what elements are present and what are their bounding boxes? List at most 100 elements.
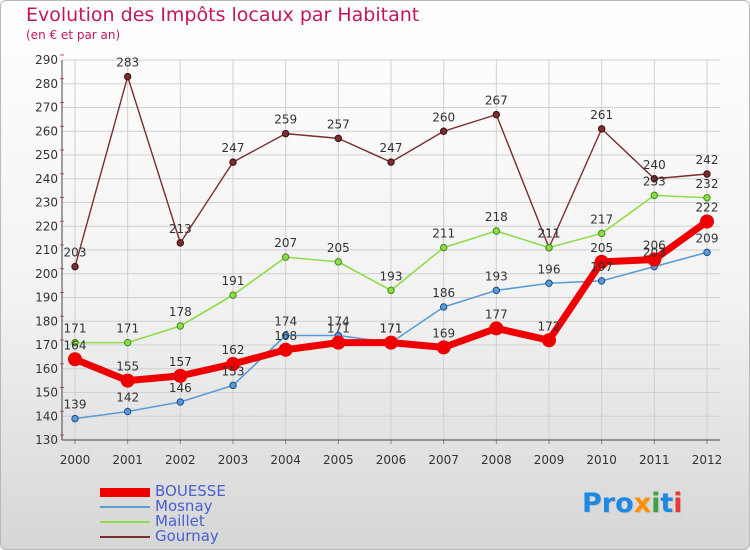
data-point-gournay: [229, 158, 237, 166]
data-label-bouesse: 168: [274, 329, 297, 343]
data-point-mosnay: [545, 279, 553, 287]
data-label-maillet: 217: [590, 212, 613, 226]
data-label-maillet: 178: [169, 305, 192, 319]
legend-item-maillet: Maillet: [100, 512, 320, 530]
legend-swatch: [100, 506, 150, 508]
data-point-gournay: [334, 134, 343, 143]
legend-label: Gournay: [155, 527, 219, 545]
x-tick-label: 2007: [428, 453, 459, 467]
data-label-gournay: 259: [274, 113, 297, 127]
data-point-maillet: [650, 191, 659, 200]
data-label-mosnay: 142: [116, 391, 139, 405]
x-tick-label: 2005: [323, 453, 354, 467]
data-point-maillet: [545, 243, 553, 252]
data-point-gournay: [71, 262, 79, 271]
x-tick-label: 2002: [165, 453, 196, 467]
data-label-gournay: 247: [380, 141, 403, 155]
data-point-mosnay: [439, 303, 448, 311]
data-label-bouesse: 222: [696, 201, 719, 215]
legend-item-gournay: Gournay: [100, 527, 320, 545]
legend: BOUESSE Mosnay Maillet Gournay: [100, 482, 320, 545]
data-point-maillet: [703, 194, 711, 202]
x-tick-label: 2011: [639, 453, 670, 467]
data-point-maillet: [229, 291, 237, 299]
data-point-gournay: [387, 158, 395, 166]
data-label-bouesse: 157: [169, 355, 192, 369]
data-point-gournay: [650, 175, 659, 183]
data-point-mosnay: [492, 286, 501, 295]
series-group: [68, 72, 714, 423]
data-label-mosnay: 139: [64, 398, 87, 412]
data-point-bouesse: [542, 333, 556, 348]
data-label-bouesse: 155: [116, 360, 139, 374]
data-label-gournay: 240: [643, 158, 666, 172]
data-point-bouesse: [594, 254, 609, 269]
data-point-bouesse: [278, 342, 293, 357]
y-tick-label: 200: [35, 267, 58, 281]
legend-item-bouesse: BOUESSE: [100, 482, 320, 500]
y-tick-label: 130: [35, 433, 58, 447]
x-tick-label: 2012: [692, 453, 723, 467]
data-point-maillet: [281, 253, 290, 261]
data-label-gournay: 211: [538, 227, 561, 241]
data-point-maillet: [492, 227, 501, 235]
data-label-bouesse: 172: [538, 319, 561, 333]
y-tick-label: 160: [35, 362, 58, 376]
data-point-mosnay: [703, 248, 711, 257]
y-tick-label: 220: [35, 219, 58, 233]
data-label-maillet: 193: [380, 269, 403, 283]
data-label-bouesse: 162: [222, 343, 245, 357]
y-tick-label: 190: [35, 291, 58, 305]
data-label-gournay: 213: [169, 222, 192, 236]
x-tick-label: 2009: [534, 453, 565, 467]
data-label-mosnay: 186: [432, 286, 455, 300]
data-point-bouesse: [173, 368, 188, 383]
data-label-mosnay: 146: [169, 381, 192, 395]
logo-letter: x: [633, 488, 652, 519]
data-label-gournay: 267: [485, 94, 508, 108]
data-point-gournay: [703, 170, 711, 178]
data-label-maillet: 232: [696, 177, 719, 191]
x-tick-label: 2010: [586, 453, 617, 467]
legend-label: Mosnay: [155, 497, 213, 515]
data-point-mosnay: [176, 398, 185, 406]
grid: [62, 59, 720, 441]
data-label-mosnay: 209: [696, 231, 719, 245]
data-point-bouesse: [700, 214, 714, 229]
data-point-bouesse: [331, 335, 346, 350]
x-tick-label: 2001: [112, 453, 143, 467]
data-point-gournay: [123, 72, 132, 81]
data-label-mosnay: 203: [643, 246, 666, 260]
data-label-bouesse: 177: [485, 307, 508, 321]
logo-letter: i: [673, 488, 683, 519]
data-label-maillet: 207: [274, 236, 297, 250]
data-label-gournay: 203: [64, 246, 87, 260]
logo-letter: r: [601, 488, 616, 519]
data-point-bouesse: [436, 340, 451, 355]
data-label-maillet: 233: [643, 174, 666, 188]
data-point-maillet: [439, 243, 448, 252]
data-point-bouesse: [489, 321, 504, 336]
chart-subtitle: (en € et par an): [26, 28, 121, 42]
y-tick-label: 210: [35, 243, 58, 257]
data-label-mosnay: 193: [485, 269, 508, 283]
legend-swatch: [100, 487, 150, 497]
legend-swatch: [100, 536, 150, 538]
data-point-maillet: [71, 338, 79, 347]
data-label-bouesse: 206: [643, 239, 666, 253]
axes: 130 140 150 160 170 180 190 200 210 220 230 240 250 2…: [35, 53, 722, 467]
logo-letter: i: [651, 488, 661, 519]
data-label-bouesse: 171: [380, 322, 403, 336]
data-label-mosnay: 174: [274, 315, 297, 329]
data-labels: 164 155 157 162 168 171 171 169 177 172 205 206 222 1…: [64, 56, 719, 412]
legend-label: BOUESSE: [155, 482, 226, 500]
data-label-mosnay: 197: [590, 260, 613, 274]
y-tick-label: 240: [35, 172, 58, 186]
data-label-gournay: 260: [432, 110, 455, 124]
data-label-gournay: 242: [696, 153, 719, 167]
y-tick-label: 180: [35, 314, 58, 328]
data-point-bouesse: [120, 373, 135, 388]
data-point-maillet: [597, 229, 606, 238]
data-point-mosnay: [597, 277, 606, 285]
